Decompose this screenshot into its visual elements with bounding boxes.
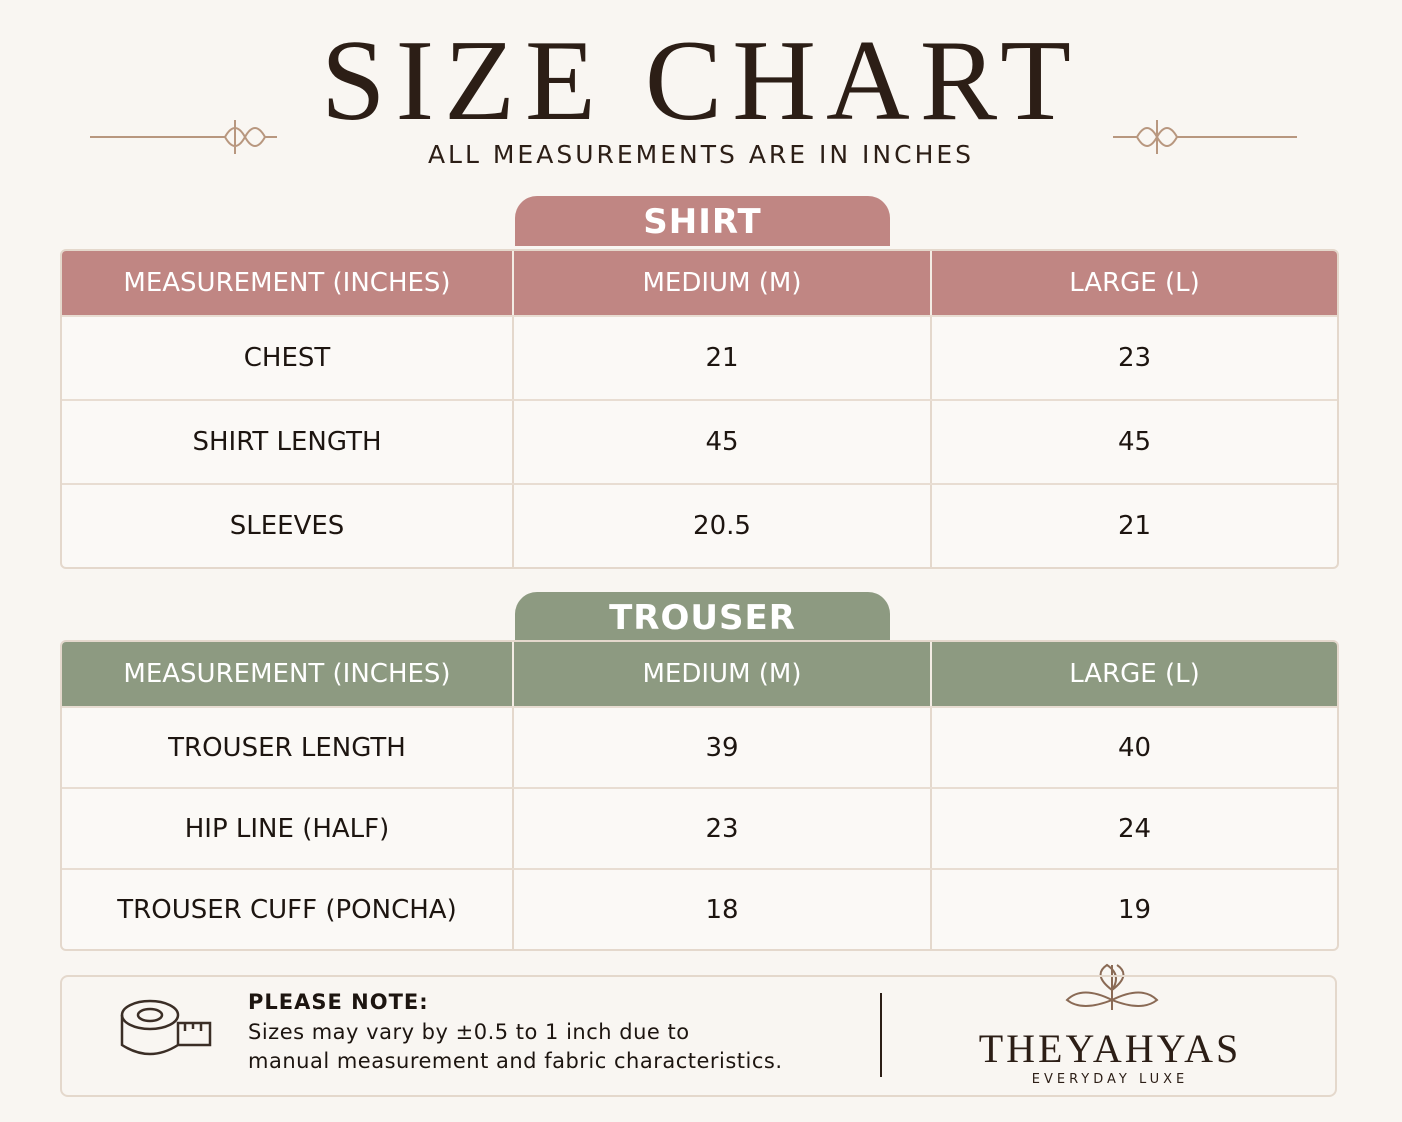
column-header: MEDIUM (M) — [512, 642, 930, 706]
note-line: Sizes may vary by ±0.5 to 1 inch due to — [248, 1020, 690, 1044]
header-row: MEASUREMENT (INCHES) MEDIUM (M) LARGE (L) — [62, 251, 1337, 315]
measurement-name: HIP LINE (HALF) — [184, 813, 390, 844]
column-header: LARGE (L) — [930, 642, 1337, 706]
size-value: 21 — [512, 317, 930, 399]
title: SIZE CHART — [320, 17, 1082, 145]
size-value: 18 — [512, 870, 930, 949]
section-tab: SHIRT — [515, 196, 890, 246]
column-header: MEASUREMENT (INCHES) — [123, 659, 451, 689]
table-row: SHIRT LENGTH 45 45 — [62, 399, 1337, 483]
size-value: 24 — [930, 789, 1337, 868]
measurement-name: SHIRT LENGTH — [192, 427, 382, 457]
size-value: 23 — [512, 789, 930, 868]
size-value: 45 — [930, 401, 1337, 483]
header-row: MEASUREMENT (INCHES) MEDIUM (M) LARGE (L) — [62, 642, 1337, 706]
size-value: 40 — [930, 708, 1337, 787]
column-header: LARGE (L) — [930, 251, 1337, 315]
brand-name: THEYAHYAS — [978, 1026, 1242, 1071]
size-value: 19 — [930, 870, 1337, 949]
section-tab: TROUSER — [515, 592, 890, 642]
column-header: MEASUREMENT (INCHES) — [123, 268, 451, 298]
measurement-name: SLEEVES — [229, 511, 345, 541]
table-row: TROUSER CUFF (PONCHA) 18 19 — [62, 868, 1337, 949]
note-title: PLEASE NOTE: — [248, 990, 429, 1014]
brand-tagline: EVERYDAY LUXE — [1031, 1072, 1189, 1087]
measurement-name: TROUSER LENGTH — [168, 732, 406, 763]
size-value: 45 — [512, 401, 930, 483]
size-value: 20.5 — [512, 485, 930, 567]
table-row: SLEEVES 20.5 21 — [62, 483, 1337, 567]
note-box — [60, 975, 1337, 1097]
size-table: MEASUREMENT (INCHES) MEDIUM (M) LARGE (L) C… — [60, 249, 1339, 569]
measurement-name: CHEST — [243, 343, 331, 373]
size-value: 39 — [512, 708, 930, 787]
table-row: HIP LINE (HALF) 23 24 — [62, 787, 1337, 868]
table-row: TROUSER LENGTH 39 40 — [62, 706, 1337, 787]
size-table: MEASUREMENT (INCHES) MEDIUM (M) LARGE (L) T… — [60, 640, 1339, 951]
note-line: manual measurement and fabric characteri… — [248, 1049, 783, 1073]
subtitle: ALL MEASUREMENTS ARE IN INCHES — [427, 140, 975, 169]
measurement-name: TROUSER CUFF (PONCHA) — [117, 894, 457, 925]
column-header: MEDIUM (M) — [512, 251, 930, 315]
size-value: 23 — [930, 317, 1337, 399]
size-value: 21 — [930, 485, 1337, 567]
table-row: CHEST 21 23 — [62, 315, 1337, 399]
